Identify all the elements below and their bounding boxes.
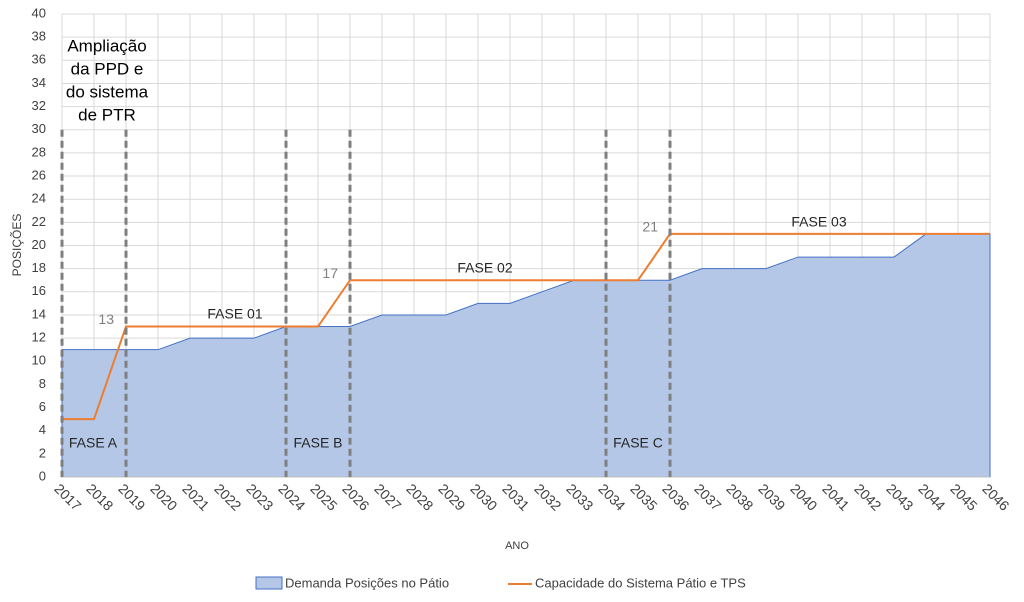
note-line: de PTR <box>78 105 136 124</box>
annotation: FASE 01 <box>207 306 262 322</box>
data-label: 17 <box>322 265 338 281</box>
y-tick-label: 2 <box>39 445 46 460</box>
x-tick-label: 2027 <box>371 480 404 513</box>
x-tick-label: 2035 <box>627 480 660 513</box>
legend-label: Capacidade do Sistema Pátio e TPS <box>535 575 746 590</box>
x-tick-label: 2025 <box>307 480 340 513</box>
y-tick-label: 10 <box>32 353 46 368</box>
data-label: 21 <box>642 219 658 235</box>
y-tick-label: 30 <box>32 121 46 136</box>
note-line: do sistema <box>66 82 149 101</box>
x-tick-label: 2020 <box>147 480 180 513</box>
y-tick-label: 26 <box>32 167 46 182</box>
x-tick-label: 2042 <box>851 480 884 513</box>
x-tick-label: 2031 <box>499 480 532 513</box>
x-tick-label: 2038 <box>723 480 756 513</box>
y-tick-label: 6 <box>39 399 46 414</box>
y-tick-label: 34 <box>32 75 46 90</box>
legend-label: Demanda Posições no Pátio <box>285 575 449 590</box>
y-tick-label: 14 <box>32 306 46 321</box>
note-line: da PPD e <box>71 59 144 78</box>
y-tick-label: 20 <box>32 237 46 252</box>
x-tick-label: 2019 <box>115 480 148 513</box>
x-tick-label: 2036 <box>659 480 692 513</box>
x-tick-label: 2037 <box>691 480 724 513</box>
legend-swatch <box>255 576 283 590</box>
x-tick-label: 2046 <box>979 480 1012 513</box>
legend: Demanda Posições no Pátio Capacidade do S… <box>255 575 746 590</box>
note-line: Ampliação <box>67 36 146 55</box>
y-tick-label: 4 <box>39 422 46 437</box>
x-tick-label: 2026 <box>339 480 372 513</box>
x-tick-label: 2041 <box>819 480 852 513</box>
y-tick-label: 40 <box>32 5 46 20</box>
y-tick-label: 32 <box>32 98 46 113</box>
x-tick-label: 2030 <box>467 480 500 513</box>
x-tick-label: 2028 <box>403 480 436 513</box>
x-tick-label: 2034 <box>595 480 628 513</box>
annotation: FASE C <box>613 435 663 451</box>
area <box>61 233 991 478</box>
x-tick-label: 2045 <box>947 480 980 513</box>
x-tick-label: 2039 <box>755 480 788 513</box>
annotation: FASE 02 <box>457 260 512 276</box>
y-tick-label: 8 <box>39 376 46 391</box>
x-tick-label: 2024 <box>275 480 308 513</box>
x-tick-label: 2043 <box>883 480 916 513</box>
x-tick-label: 2032 <box>531 480 564 513</box>
y-tick-label: 18 <box>32 260 46 275</box>
x-tick-label: 2022 <box>211 480 244 513</box>
x-tick-label: 2044 <box>915 480 948 513</box>
x-axis-label: ANO <box>505 540 529 552</box>
data-label: 13 <box>98 311 114 327</box>
x-tick-label: 2029 <box>435 480 468 513</box>
x-tick-label: 2033 <box>563 480 596 513</box>
y-axis-label: POSIÇÕES <box>9 214 24 277</box>
y-tick-label: 38 <box>32 29 46 44</box>
x-tick-label: 2023 <box>243 480 276 513</box>
y-tick-label: 0 <box>39 468 46 483</box>
y-tick-label: 22 <box>32 214 46 229</box>
x-tick-label: 2017 <box>51 480 84 513</box>
annotation: FASE A <box>69 435 118 451</box>
y-tick-label: 16 <box>32 283 46 298</box>
annotation: FASE 03 <box>791 214 846 230</box>
x-tick-label: 2040 <box>787 480 820 513</box>
y-tick-label: 12 <box>32 330 46 345</box>
y-tick-label: 36 <box>32 52 46 67</box>
x-tick-label: 2021 <box>179 480 212 513</box>
x-tick-label: 2018 <box>83 480 116 513</box>
line <box>62 232 990 421</box>
annotation: FASE B <box>293 435 342 451</box>
y-tick-label: 28 <box>32 144 46 159</box>
y-tick-label: 24 <box>32 191 46 206</box>
